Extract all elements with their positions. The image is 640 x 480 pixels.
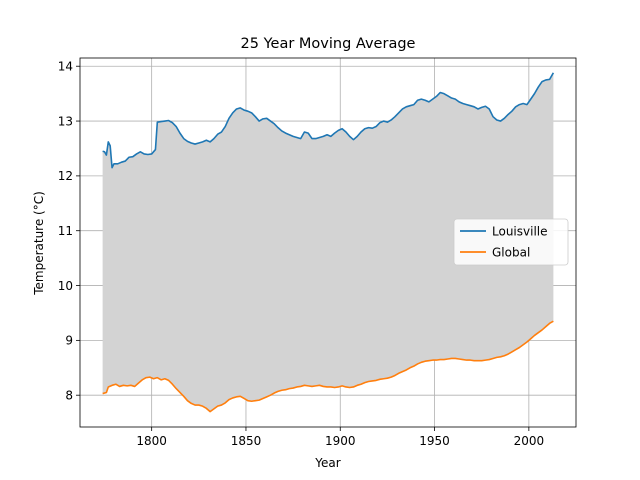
x-tick-label-3: 1950 <box>419 434 450 448</box>
series-line-global <box>102 320 554 413</box>
legend-label-global: Global <box>492 245 530 259</box>
x-axis: 1800 1850 1900 1950 2000 <box>136 427 544 448</box>
y-tick-label-5: 13 <box>58 114 73 128</box>
x-tick-label-1: 1850 <box>231 434 262 448</box>
plot-frame <box>79 57 577 428</box>
y-tick-label-2: 10 <box>58 279 73 293</box>
y-tick-label-6: 14 <box>58 60 73 74</box>
legend-label-louisville: Louisville <box>492 224 548 238</box>
chart-title: 25 Year Moving Average <box>241 36 416 52</box>
y-axis-label: Temperature (°C) <box>32 191 46 296</box>
series-line-louisville <box>102 72 555 169</box>
y-tick-label-3: 11 <box>58 224 73 238</box>
y-tick-label-0: 8 <box>65 388 73 402</box>
x-tick-label-0: 1800 <box>136 434 167 448</box>
x-tick-label-4: 2000 <box>514 434 545 448</box>
x-axis-label: Year <box>314 456 340 470</box>
fill-between-area <box>102 72 554 412</box>
x-tick-label-2: 1900 <box>325 434 356 448</box>
legend: Louisville Global <box>453 218 569 266</box>
series-lines <box>102 72 555 413</box>
y-tick-label-4: 12 <box>58 169 73 183</box>
y-axis: 8 9 10 11 12 13 14 <box>58 60 80 402</box>
y-tick-label-1: 9 <box>65 334 73 348</box>
